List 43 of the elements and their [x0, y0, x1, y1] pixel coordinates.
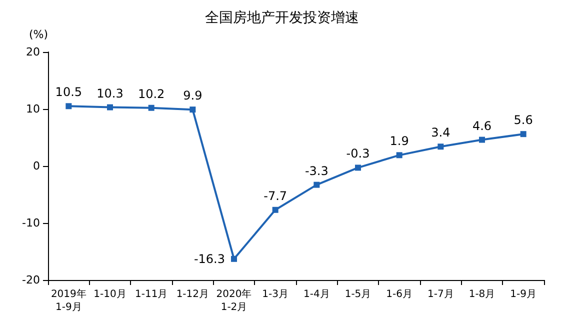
data-label: -0.3	[346, 146, 370, 161]
data-label: 10.3	[96, 86, 124, 100]
point	[148, 104, 154, 111]
point	[314, 182, 320, 188]
x-tick-label: 1-8月	[468, 289, 496, 300]
x-tick-label: 1-6月	[386, 289, 413, 300]
x-tick-label: 1-7月	[427, 289, 454, 300]
x-tick-label: 1-5月	[344, 289, 372, 300]
x-tick-label: 1-3月	[262, 289, 289, 300]
y-tick-label: -20	[22, 274, 40, 286]
y-tick-label: 20	[26, 46, 40, 58]
data-label: 5.6	[514, 113, 533, 128]
data-label: 4.6	[472, 118, 492, 133]
point	[190, 106, 196, 113]
y-tick-label: -10	[22, 216, 40, 230]
point	[479, 136, 485, 143]
data-label: -3.3	[304, 164, 328, 178]
x-tick-label: 1-11月	[134, 289, 168, 300]
x-tick-label: 2019年 1-9月	[50, 288, 86, 313]
x-tick-label: 1-12月	[176, 289, 210, 300]
data-label: -7.7	[264, 188, 288, 203]
data-label: 1.9	[390, 134, 409, 148]
point	[272, 206, 278, 213]
data-label: 3.4	[431, 126, 450, 140]
x-tick-label: 1-4月	[303, 289, 330, 300]
data-label: 9.9	[183, 88, 202, 103]
point	[66, 103, 72, 110]
x-tick-label: 1-9月	[510, 289, 537, 300]
point	[107, 104, 113, 110]
point	[396, 152, 402, 158]
y-tick-label: 10	[26, 102, 40, 116]
point	[520, 131, 526, 138]
point	[231, 256, 237, 262]
x-tick-label: 1-10月	[94, 289, 126, 300]
chart-title: 全国房地产开发投资增速	[205, 10, 359, 26]
y-axis-title: (%)	[28, 28, 48, 41]
data-label: 10.5	[55, 85, 82, 100]
data-label: 10.2	[138, 86, 165, 101]
y-tick-label: 0	[33, 160, 40, 172]
point	[355, 164, 361, 171]
point	[438, 144, 444, 150]
data-label: -16.3	[194, 252, 225, 266]
x-tick-label: 2020年 1-2月	[216, 288, 252, 313]
